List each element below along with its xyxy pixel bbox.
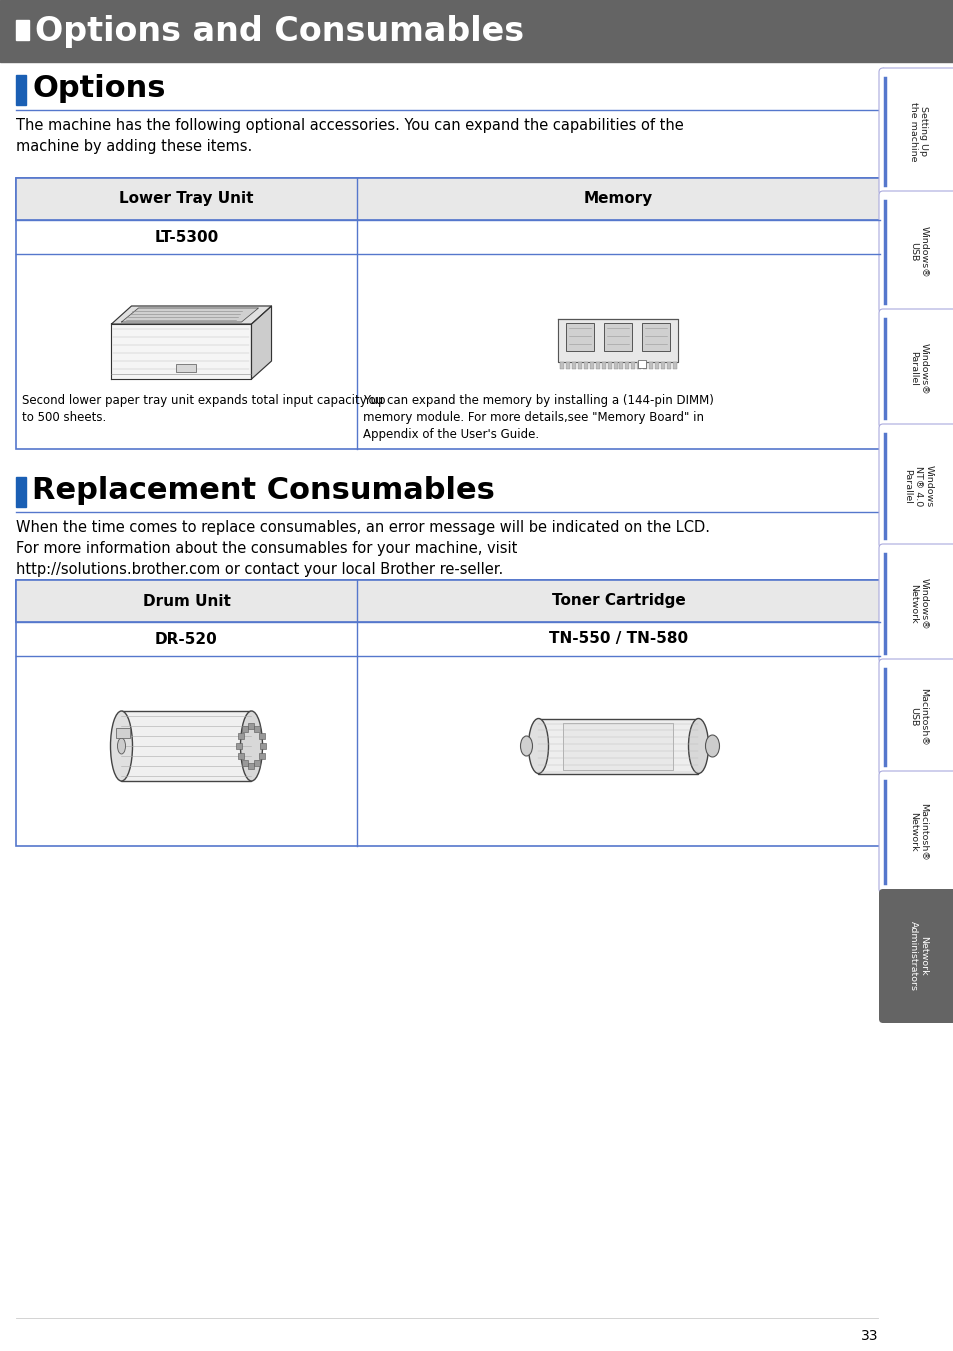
Bar: [258, 753, 265, 759]
Text: TN-550 / TN-580: TN-550 / TN-580: [548, 631, 687, 647]
Polygon shape: [558, 319, 678, 362]
Bar: [641, 323, 670, 350]
Bar: [260, 743, 266, 748]
Bar: [660, 362, 664, 369]
Bar: [666, 362, 670, 369]
Bar: [238, 753, 244, 759]
Bar: [578, 362, 581, 369]
Bar: [563, 723, 673, 770]
Bar: [638, 359, 646, 367]
Bar: [242, 761, 248, 766]
Bar: [566, 323, 594, 350]
Polygon shape: [112, 324, 252, 380]
FancyBboxPatch shape: [878, 771, 953, 893]
Bar: [254, 761, 260, 766]
Text: Memory: Memory: [583, 192, 653, 207]
Text: Macintosh®
Network: Macintosh® Network: [908, 802, 927, 861]
Text: Second lower paper tray unit expands total input capacity up
to 500 sheets.: Second lower paper tray unit expands tot…: [22, 394, 385, 424]
Bar: [631, 362, 635, 369]
Text: Lower Tray Unit: Lower Tray Unit: [119, 192, 253, 207]
Bar: [176, 363, 196, 372]
Text: Options: Options: [32, 74, 165, 103]
Bar: [572, 362, 576, 369]
Bar: [601, 362, 605, 369]
Bar: [248, 763, 254, 769]
Ellipse shape: [705, 735, 719, 757]
Ellipse shape: [688, 719, 708, 774]
Text: Options and Consumables: Options and Consumables: [35, 15, 523, 47]
Bar: [16, 580, 879, 846]
Polygon shape: [112, 305, 272, 324]
Bar: [16, 76, 26, 105]
Bar: [16, 477, 26, 507]
Text: LT-5300: LT-5300: [154, 230, 218, 245]
FancyBboxPatch shape: [878, 424, 953, 549]
Ellipse shape: [240, 711, 262, 781]
Bar: [648, 362, 652, 369]
FancyBboxPatch shape: [878, 889, 953, 1023]
FancyBboxPatch shape: [878, 190, 953, 313]
Text: You can expand the memory by installing a (144-pin DIMM)
memory module. For more: You can expand the memory by installing …: [363, 394, 713, 440]
Bar: [16, 20, 29, 41]
Bar: [604, 323, 632, 350]
Ellipse shape: [528, 719, 548, 774]
Bar: [258, 734, 265, 739]
Bar: [672, 362, 676, 369]
Text: Network
Administrators: Network Administrators: [908, 921, 927, 992]
Text: When the time comes to replace consumables, an error message will be indicated o: When the time comes to replace consumabl…: [16, 520, 709, 577]
Bar: [238, 734, 244, 739]
Ellipse shape: [111, 711, 132, 781]
Bar: [254, 725, 260, 732]
Bar: [242, 725, 248, 732]
Bar: [236, 743, 242, 748]
Bar: [607, 362, 611, 369]
Text: Windows®
USB: Windows® USB: [908, 226, 927, 278]
Bar: [637, 362, 640, 369]
FancyBboxPatch shape: [878, 544, 953, 663]
Text: The machine has the following optional accessories. You can expand the capabilit: The machine has the following optional a…: [16, 118, 683, 154]
Text: Drum Unit: Drum Unit: [142, 593, 231, 608]
Text: Windows
NT® 4.0
Parallel: Windows NT® 4.0 Parallel: [902, 465, 932, 507]
Bar: [121, 711, 252, 781]
Bar: [537, 719, 698, 774]
Bar: [583, 362, 587, 369]
Bar: [625, 362, 629, 369]
Bar: [16, 178, 879, 449]
Polygon shape: [121, 308, 258, 322]
Ellipse shape: [117, 738, 126, 754]
Bar: [16, 580, 879, 621]
FancyBboxPatch shape: [878, 659, 953, 775]
Text: Toner Cartridge: Toner Cartridge: [551, 593, 684, 608]
Text: Replacement Consumables: Replacement Consumables: [32, 476, 495, 505]
Polygon shape: [252, 305, 272, 380]
Bar: [16, 178, 879, 220]
Bar: [618, 362, 623, 369]
FancyBboxPatch shape: [878, 309, 953, 428]
Bar: [566, 362, 570, 369]
Text: Macintosh®
USB: Macintosh® USB: [908, 688, 927, 746]
Bar: [642, 362, 646, 369]
Bar: [613, 362, 617, 369]
Bar: [596, 362, 599, 369]
Text: 33: 33: [860, 1329, 877, 1343]
FancyBboxPatch shape: [878, 68, 953, 195]
Bar: [248, 723, 254, 730]
Ellipse shape: [520, 736, 532, 757]
Text: Windows®
Parallel: Windows® Parallel: [908, 343, 927, 394]
Bar: [589, 362, 594, 369]
Bar: [116, 728, 131, 738]
Text: DR-520: DR-520: [155, 631, 217, 647]
Text: Windows®
Network: Windows® Network: [908, 578, 927, 630]
Text: Setting Up
the machine: Setting Up the machine: [908, 101, 927, 161]
Bar: [559, 362, 564, 369]
Bar: [654, 362, 659, 369]
Bar: [0, 0, 953, 62]
